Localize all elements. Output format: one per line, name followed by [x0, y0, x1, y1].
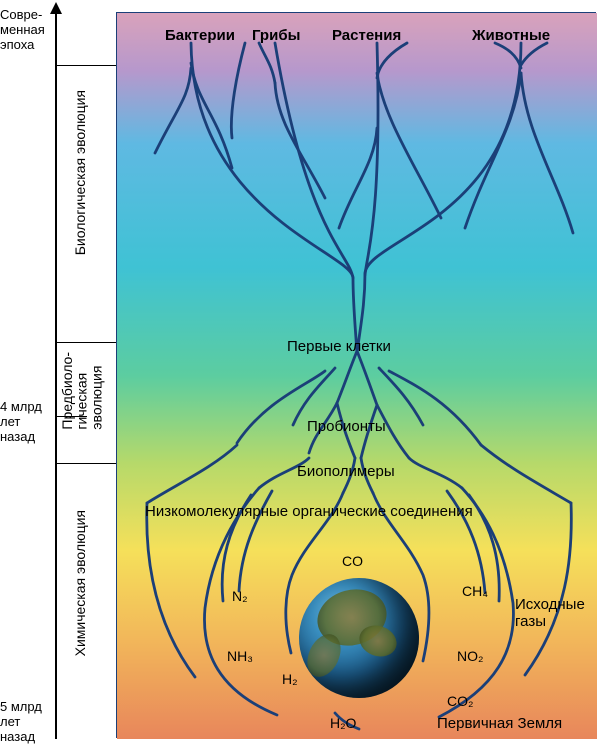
- stage-label-bio: Биологическая эволюция: [72, 90, 88, 255]
- stage-divider: [55, 65, 116, 66]
- stage-label-chem: Химическая эволюция: [72, 510, 88, 656]
- chem-n2: N₂: [232, 588, 248, 604]
- time-label-5bya: 5 млрд лет назад: [0, 700, 52, 745]
- label-first-cells: Первые клетки: [287, 338, 391, 355]
- evolution-diagram: Бактерии Грибы Растения Животные Первые …: [116, 12, 596, 738]
- kingdom-plants: Растения: [332, 27, 401, 44]
- earth-globe: [299, 578, 419, 698]
- stage-divider: [55, 342, 116, 343]
- label-source-gases: Исходные газы: [515, 597, 585, 630]
- kingdom-animals: Животные: [472, 27, 550, 44]
- label-low-molecular: Низкомолекулярные органические соединени…: [145, 503, 473, 520]
- kingdom-bacteria: Бактерии: [165, 27, 235, 44]
- chem-co: CO: [342, 553, 363, 569]
- label-primary-earth: Первичная Земля: [437, 715, 562, 732]
- chem-nh3: NH₃: [227, 648, 253, 664]
- kingdom-fungi: Грибы: [252, 27, 300, 44]
- stage-divider: [55, 463, 116, 464]
- label-biopolymers: Биополимеры: [297, 463, 395, 480]
- chem-no2: NO₂: [457, 648, 483, 664]
- chem-h2: H₂: [282, 671, 298, 687]
- time-label-4bya: 4 млрд лет назад: [0, 400, 52, 445]
- stage-label-prebio: Предбиоло- гическая эволюция: [60, 352, 104, 430]
- chem-ch4: CH₄: [462, 583, 488, 599]
- label-probionts: Пробионты: [307, 418, 386, 435]
- time-label-modern: Совре- менная эпоха: [0, 8, 52, 53]
- chem-h2o: H₂O: [330, 715, 356, 731]
- timeline-axis: [55, 4, 57, 739]
- chem-co2: CO₂: [447, 693, 473, 709]
